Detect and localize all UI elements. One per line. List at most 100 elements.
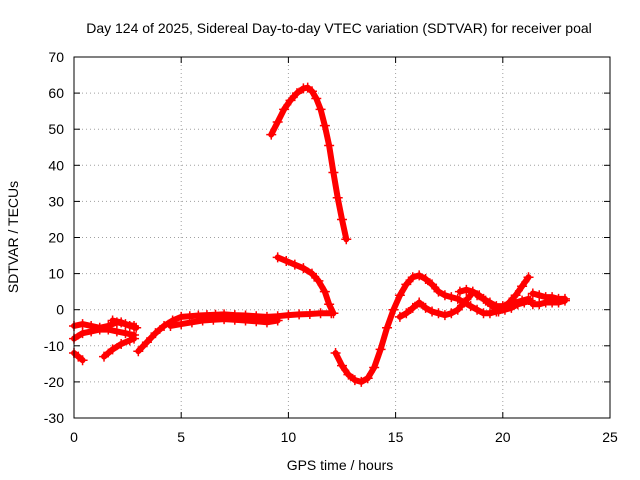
data-point bbox=[313, 275, 324, 286]
data-point bbox=[304, 309, 315, 320]
series-arc-13 bbox=[472, 290, 534, 312]
series-line bbox=[268, 84, 350, 243]
data-point bbox=[375, 344, 386, 355]
data-point bbox=[559, 295, 570, 306]
data-point bbox=[120, 328, 131, 339]
data-point bbox=[311, 93, 322, 104]
y-tick-label: 20 bbox=[48, 230, 64, 246]
data-point bbox=[328, 308, 339, 319]
data-point bbox=[176, 319, 187, 330]
y-tick-label: -30 bbox=[44, 410, 64, 426]
data-point bbox=[186, 317, 197, 328]
data-point bbox=[281, 255, 292, 266]
data-point bbox=[446, 292, 457, 303]
y-tick-label: -10 bbox=[44, 338, 64, 354]
y-axis-title: SDTVAR / TECUs bbox=[5, 181, 21, 293]
data-point bbox=[517, 295, 528, 306]
x-axis-title: GPS time / hours bbox=[287, 457, 394, 473]
data-point bbox=[523, 293, 534, 304]
data-point bbox=[401, 308, 412, 319]
y-tick-label: 40 bbox=[48, 157, 64, 173]
data-point bbox=[77, 328, 88, 339]
data-point bbox=[315, 308, 326, 319]
data-point bbox=[439, 290, 450, 301]
data-point bbox=[330, 348, 341, 359]
data-point bbox=[229, 314, 240, 325]
data-point bbox=[332, 192, 343, 203]
data-point bbox=[319, 286, 330, 297]
data-point bbox=[261, 317, 272, 328]
grid-lines bbox=[74, 57, 610, 418]
data-point bbox=[116, 338, 127, 349]
data-point bbox=[165, 320, 176, 331]
x-tick-label: 20 bbox=[495, 429, 511, 445]
data-point bbox=[534, 290, 545, 301]
data-point bbox=[439, 310, 450, 321]
data-point bbox=[534, 299, 545, 310]
data-point bbox=[427, 279, 438, 290]
data-point bbox=[272, 116, 283, 127]
data-point bbox=[133, 346, 144, 357]
data-point bbox=[452, 293, 463, 304]
data-point bbox=[298, 263, 309, 274]
data-point bbox=[341, 234, 352, 245]
data-point bbox=[184, 311, 195, 322]
data-point bbox=[306, 268, 317, 279]
data-point bbox=[382, 322, 393, 333]
data-point bbox=[240, 315, 251, 326]
data-point bbox=[285, 95, 296, 106]
data-point bbox=[141, 337, 152, 348]
data-point bbox=[420, 302, 431, 313]
data-point bbox=[111, 326, 122, 337]
data-point bbox=[510, 297, 521, 308]
y-tick-label: 70 bbox=[48, 49, 64, 65]
data-point bbox=[294, 309, 305, 320]
series-arc-3 bbox=[69, 348, 88, 366]
series-line bbox=[109, 317, 140, 331]
data-point bbox=[452, 304, 463, 315]
data-point bbox=[484, 297, 495, 308]
axis-ticks: 0 5 10 15 20 25 -30 -20 -10 0 10 20 30 40 50 60 70 bbox=[44, 49, 618, 445]
data-point bbox=[504, 299, 515, 310]
data-point bbox=[527, 288, 538, 299]
data-point bbox=[116, 317, 127, 328]
data-point bbox=[454, 286, 465, 297]
data-point bbox=[420, 274, 431, 285]
data-point bbox=[324, 299, 335, 310]
data-point bbox=[459, 297, 470, 308]
data-point bbox=[343, 369, 354, 380]
y-tick-label: -20 bbox=[44, 374, 64, 390]
data-point bbox=[553, 297, 564, 308]
x-tick-label: 15 bbox=[388, 429, 404, 445]
data-point bbox=[77, 355, 88, 366]
data-point bbox=[517, 281, 528, 292]
data-point bbox=[497, 301, 508, 312]
data-point bbox=[107, 344, 118, 355]
data-point bbox=[394, 290, 405, 301]
data-point bbox=[337, 214, 347, 225]
data-point bbox=[251, 316, 262, 327]
data-point bbox=[478, 293, 489, 304]
data-point bbox=[107, 315, 118, 326]
series-arc-7 bbox=[165, 314, 283, 331]
data-point bbox=[414, 297, 425, 308]
data-point bbox=[129, 333, 140, 344]
data-point bbox=[407, 302, 418, 313]
data-point bbox=[283, 310, 294, 321]
data-point bbox=[266, 129, 277, 140]
data-point bbox=[369, 362, 380, 373]
data-point bbox=[337, 360, 347, 371]
data-point bbox=[94, 324, 105, 335]
data-point bbox=[103, 324, 114, 335]
data-point bbox=[433, 286, 444, 297]
data-point bbox=[446, 308, 457, 319]
data-point bbox=[461, 284, 472, 295]
data-point bbox=[131, 322, 142, 333]
data-point bbox=[356, 376, 367, 387]
series-arc-15 bbox=[527, 295, 570, 310]
series-arc-9 bbox=[272, 252, 339, 319]
data-point bbox=[472, 304, 483, 315]
data-point bbox=[219, 314, 230, 325]
